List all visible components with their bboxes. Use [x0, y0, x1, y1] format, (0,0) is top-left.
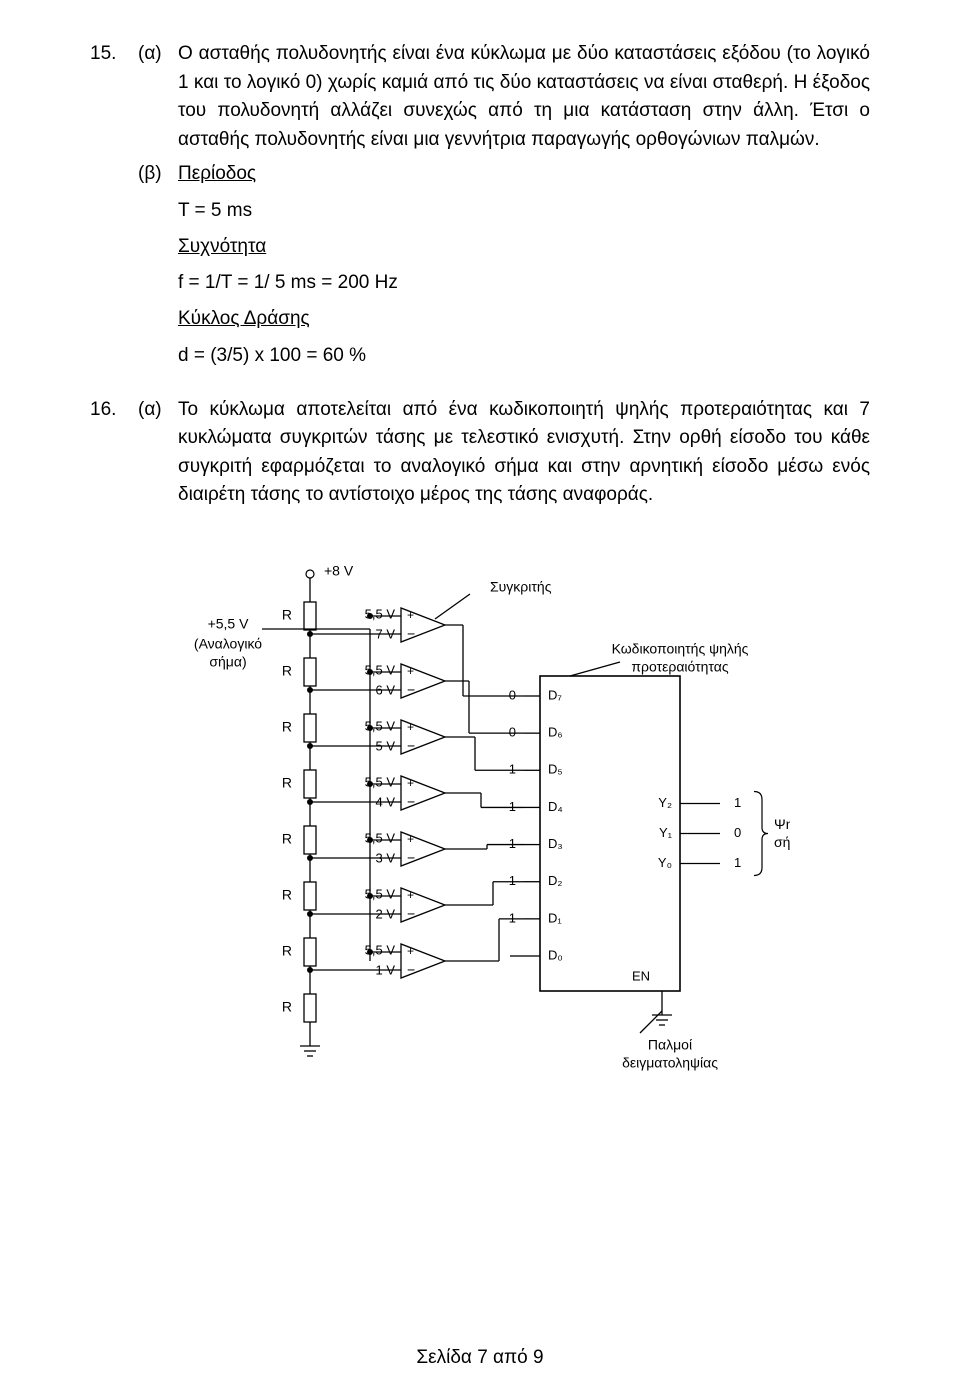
svg-text:(Αναλογικό: (Αναλογικό — [194, 636, 262, 652]
svg-text:+: + — [407, 720, 414, 734]
svg-text:1: 1 — [509, 762, 516, 777]
q15-duty-heading: Κύκλος Δράσης — [178, 303, 870, 335]
svg-text:5,5 V: 5,5 V — [365, 886, 396, 901]
svg-text:−: − — [407, 850, 415, 866]
svg-text:1: 1 — [734, 795, 741, 810]
svg-text:Y₂: Y₂ — [658, 795, 672, 810]
q15-period-value: T = 5 ms — [178, 195, 870, 227]
svg-text:σήμα: σήμα — [774, 834, 790, 850]
svg-text:5,5 V: 5,5 V — [365, 830, 396, 845]
svg-text:Κωδικοποιητής ψηλής: Κωδικοποιητής ψηλής — [612, 641, 749, 657]
svg-text:+: + — [407, 664, 414, 678]
q15-freq-value: f = 1/T = 1/ 5 ms = 200 Hz — [178, 267, 870, 299]
svg-text:R: R — [282, 607, 292, 623]
svg-text:−: − — [407, 626, 415, 642]
svg-text:−: − — [407, 794, 415, 810]
svg-text:R: R — [282, 663, 292, 679]
svg-text:0: 0 — [734, 825, 741, 840]
svg-text:D₄: D₄ — [548, 799, 563, 814]
q15-row-a: 15. (α) Ο ασταθής πολυδονητής είναι ένα … — [90, 40, 870, 154]
svg-text:5,5 V: 5,5 V — [365, 774, 396, 789]
svg-text:1 V: 1 V — [375, 962, 395, 977]
svg-text:0: 0 — [509, 725, 516, 740]
svg-text:R: R — [282, 887, 292, 903]
svg-text:R: R — [282, 775, 292, 791]
svg-text:+: + — [407, 888, 414, 902]
svg-text:EN: EN — [632, 968, 650, 983]
q16-a-label: (α) — [138, 396, 178, 425]
svg-text:1: 1 — [509, 799, 516, 814]
q16-a-text: Το κύκλωμα αποτελείται από ένα κωδικοποι… — [178, 396, 870, 510]
svg-text:R: R — [282, 999, 292, 1015]
q15-a-label: (α) — [138, 40, 178, 69]
svg-text:Y₀: Y₀ — [658, 855, 672, 870]
svg-text:D₅: D₅ — [548, 762, 563, 777]
circuit-diagram: +8 VRRRRRRRR+5,5 V(Αναλογικόσήμα)+−5,5 V… — [170, 546, 790, 1106]
svg-text:1: 1 — [509, 910, 516, 925]
svg-text:+: + — [407, 776, 414, 790]
svg-text:7 V: 7 V — [375, 626, 395, 641]
svg-text:−: − — [407, 906, 415, 922]
svg-text:+8 V: +8 V — [324, 563, 354, 579]
svg-text:5,5 V: 5,5 V — [365, 606, 396, 621]
svg-text:Y₁: Y₁ — [659, 825, 673, 840]
q15-freq-heading: Συχνότητα — [178, 231, 870, 263]
svg-text:5 V: 5 V — [375, 738, 395, 753]
svg-text:+: + — [407, 944, 414, 958]
svg-text:+5,5 V: +5,5 V — [208, 616, 250, 632]
q16-row-a: 16. (α) Το κύκλωμα αποτελείται από ένα κ… — [90, 396, 870, 510]
svg-text:1: 1 — [509, 836, 516, 851]
q15-period-heading: Περίοδος — [178, 163, 256, 184]
q15-number: 15. — [90, 40, 138, 69]
svg-text:D₁: D₁ — [548, 910, 562, 925]
svg-text:3 V: 3 V — [375, 850, 395, 865]
svg-text:R: R — [282, 831, 292, 847]
svg-text:−: − — [407, 738, 415, 754]
svg-text:D₆: D₆ — [548, 725, 563, 740]
svg-text:1: 1 — [734, 855, 741, 870]
q15-row-b: (β) Περίοδος — [138, 160, 870, 189]
q15-b-body: Περίοδος — [178, 160, 870, 189]
q15-a-text: Ο ασταθής πολυδονητής είναι ένα κύκλωμα … — [178, 40, 870, 154]
svg-text:D₇: D₇ — [548, 687, 562, 702]
q15-b-label: (β) — [138, 160, 178, 189]
svg-text:4 V: 4 V — [375, 794, 395, 809]
svg-text:Συγκριτής: Συγκριτής — [490, 579, 552, 595]
q16-number: 16. — [90, 396, 138, 425]
circuit-diagram-wrap: +8 VRRRRRRRR+5,5 V(Αναλογικόσήμα)+−5,5 V… — [90, 546, 870, 1106]
svg-text:R: R — [282, 943, 292, 959]
svg-text:D₂: D₂ — [548, 873, 562, 888]
svg-text:5,5 V: 5,5 V — [365, 942, 396, 957]
svg-text:5,5 V: 5,5 V — [365, 718, 396, 733]
svg-text:σήμα): σήμα) — [209, 654, 246, 670]
svg-text:−: − — [407, 682, 415, 698]
svg-text:δειγματοληψίας: δειγματοληψίας — [622, 1055, 718, 1071]
page: 15. (α) Ο ασταθής πολυδονητής είναι ένα … — [0, 0, 960, 1397]
svg-text:1: 1 — [509, 873, 516, 888]
svg-text:5,5 V: 5,5 V — [365, 662, 396, 677]
svg-text:D₃: D₃ — [548, 836, 563, 851]
q15-duty-value: d = (3/5) x 100 = 60 % — [178, 340, 870, 372]
svg-text:+: + — [407, 832, 414, 846]
svg-text:0: 0 — [509, 687, 516, 702]
svg-text:D₀: D₀ — [548, 947, 563, 962]
svg-text:Ψηφιακό: Ψηφιακό — [774, 816, 790, 832]
svg-text:2 V: 2 V — [375, 906, 395, 921]
svg-text:+: + — [407, 608, 414, 622]
svg-text:6 V: 6 V — [375, 682, 395, 697]
svg-text:R: R — [282, 719, 292, 735]
svg-text:προτεραιότητας: προτεραιότητας — [631, 659, 728, 675]
svg-text:−: − — [407, 962, 415, 978]
svg-text:Παλμοί: Παλμοί — [648, 1037, 692, 1053]
page-footer: Σελίδα 7 από 9 — [0, 1347, 960, 1369]
